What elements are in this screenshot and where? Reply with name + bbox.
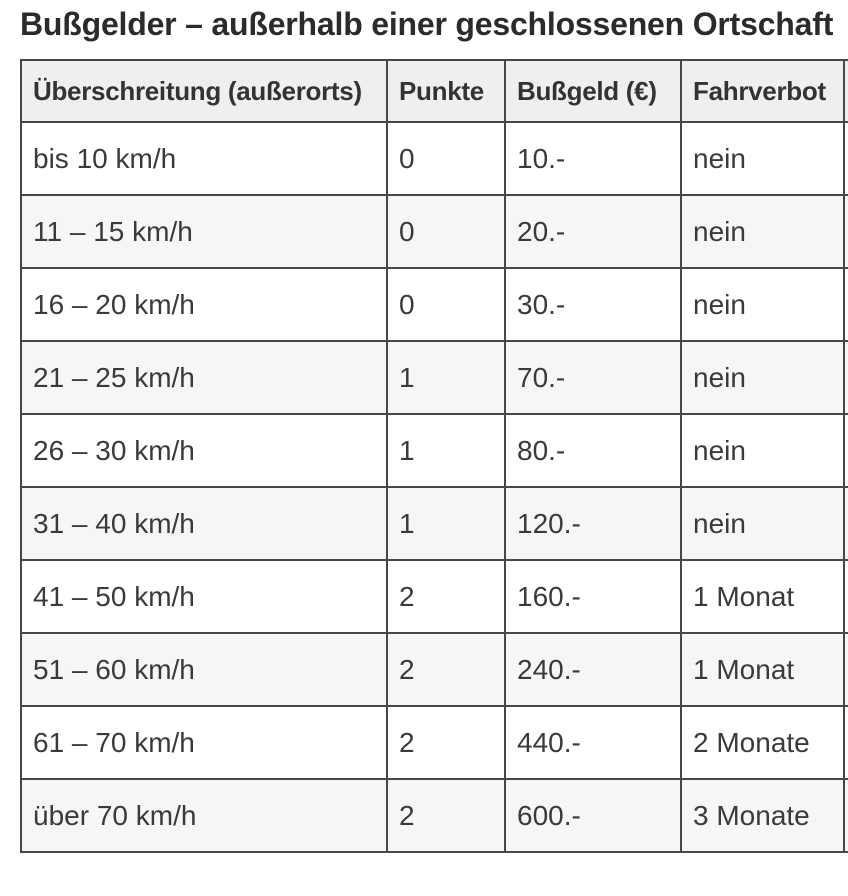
cell-ueberschreitung: 11 – 15 km/h [20, 194, 388, 269]
cell-fahrverbot: nein [680, 413, 845, 488]
cell-punkte: 0 [386, 121, 506, 196]
cell-bussgeld: 600.- [504, 778, 682, 853]
cell-ueberschreitung: 26 – 30 km/h [20, 413, 388, 488]
cell-ueberschreitung: 31 – 40 km/h [20, 486, 388, 561]
column-header-bussgeld: Bußgeld (€) [504, 59, 682, 123]
cell-cutoff [843, 413, 848, 488]
table-row: 21 – 25 km/h 1 70.- nein [20, 340, 848, 415]
table-row: 61 – 70 km/h 2 440.- 2 Monate [20, 705, 848, 780]
page-title: Bußgelder – außerhalb einer geschlossene… [20, 6, 834, 42]
cell-fahrverbot: nein [680, 267, 845, 342]
fines-table: Überschreitung (außerorts) Punkte Bußgel… [20, 59, 848, 853]
cell-fahrverbot: nein [680, 486, 845, 561]
table-header-row: Überschreitung (außerorts) Punkte Bußgel… [20, 59, 848, 123]
table-row: bis 10 km/h 0 10.- nein [20, 121, 848, 196]
cell-punkte: 1 [386, 340, 506, 415]
cell-bussgeld: 240.- [504, 632, 682, 707]
cell-ueberschreitung: 61 – 70 km/h [20, 705, 388, 780]
cell-ueberschreitung: 41 – 50 km/h [20, 559, 388, 634]
cell-fahrverbot: nein [680, 121, 845, 196]
column-header-fahrverbot: Fahrverbot [680, 59, 845, 123]
table-row: 11 – 15 km/h 0 20.- nein [20, 194, 848, 269]
cell-fahrverbot: 2 Monate [680, 705, 845, 780]
table-row: 31 – 40 km/h 1 120.- nein [20, 486, 848, 561]
cell-punkte: 2 [386, 632, 506, 707]
column-header-cutoff [843, 59, 848, 123]
cell-cutoff [843, 778, 848, 853]
cell-punkte: 2 [386, 705, 506, 780]
cell-ueberschreitung: 16 – 20 km/h [20, 267, 388, 342]
cell-ueberschreitung: über 70 km/h [20, 778, 388, 853]
cell-cutoff [843, 486, 848, 561]
cell-bussgeld: 30.- [504, 267, 682, 342]
cell-fahrverbot: 3 Monate [680, 778, 845, 853]
cell-bussgeld: 160.- [504, 559, 682, 634]
cell-cutoff [843, 705, 848, 780]
cell-punkte: 1 [386, 413, 506, 488]
cell-cutoff [843, 559, 848, 634]
page-content: Bußgelder – außerhalb einer geschlossene… [20, 4, 848, 853]
table-row: 51 – 60 km/h 2 240.- 1 Monat [20, 632, 848, 707]
cell-punkte: 2 [386, 778, 506, 853]
table-viewport: Überschreitung (außerorts) Punkte Bußgel… [20, 59, 848, 853]
cell-bussgeld: 20.- [504, 194, 682, 269]
cell-cutoff [843, 121, 848, 196]
cell-punkte: 2 [386, 559, 506, 634]
cell-cutoff [843, 267, 848, 342]
cell-ueberschreitung: 21 – 25 km/h [20, 340, 388, 415]
cell-cutoff [843, 632, 848, 707]
cell-bussgeld: 70.- [504, 340, 682, 415]
cell-punkte: 1 [386, 486, 506, 561]
cell-cutoff [843, 340, 848, 415]
cell-fahrverbot: 1 Monat [680, 559, 845, 634]
column-header-punkte: Punkte [386, 59, 506, 123]
cell-cutoff [843, 194, 848, 269]
cell-bussgeld: 120.- [504, 486, 682, 561]
table-row: 16 – 20 km/h 0 30.- nein [20, 267, 848, 342]
cell-bussgeld: 80.- [504, 413, 682, 488]
cell-fahrverbot: nein [680, 340, 845, 415]
column-header-ueberschreitung: Überschreitung (außerorts) [20, 59, 388, 123]
cell-fahrverbot: 1 Monat [680, 632, 845, 707]
cell-bussgeld: 440.- [504, 705, 682, 780]
cell-bussgeld: 10.- [504, 121, 682, 196]
cell-fahrverbot: nein [680, 194, 845, 269]
cell-punkte: 0 [386, 267, 506, 342]
table-row: über 70 km/h 2 600.- 3 Monate [20, 778, 848, 853]
cell-ueberschreitung: bis 10 km/h [20, 121, 388, 196]
table-row: 26 – 30 km/h 1 80.- nein [20, 413, 848, 488]
cell-punkte: 0 [386, 194, 506, 269]
cell-ueberschreitung: 51 – 60 km/h [20, 632, 388, 707]
table-row: 41 – 50 km/h 2 160.- 1 Monat [20, 559, 848, 634]
